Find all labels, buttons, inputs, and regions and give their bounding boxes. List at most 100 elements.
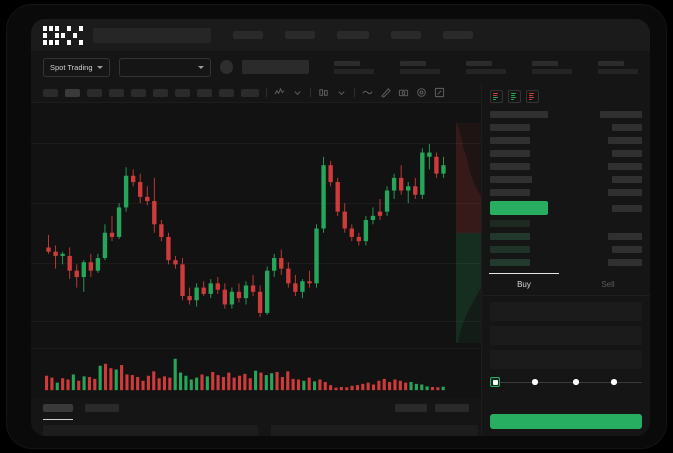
pair-name-placeholder[interactable] — [242, 60, 309, 74]
orderbook-rows[interactable] — [482, 108, 650, 269]
settings-icon[interactable] — [416, 87, 427, 98]
timeframe-button-2[interactable] — [87, 88, 102, 97]
market-stat — [598, 60, 638, 74]
bottom-content-block-0 — [43, 425, 258, 436]
orderbook-price — [490, 259, 530, 266]
timeframe-button-6[interactable] — [175, 88, 190, 97]
submit-order-button[interactable] — [490, 414, 642, 429]
nav-item-3[interactable] — [337, 31, 369, 39]
orderbook-bid-row[interactable] — [490, 243, 642, 256]
timeframe-button-0[interactable] — [43, 88, 58, 97]
current-price-highlight — [490, 201, 548, 215]
bottom-action-1[interactable] — [435, 404, 469, 412]
volume-series — [45, 358, 445, 391]
orderbook-amount — [612, 150, 642, 157]
bottom-tab-1[interactable] — [85, 404, 119, 412]
logo-cell — [43, 25, 47, 31]
chevron-down-icon[interactable] — [336, 87, 347, 98]
orderbook-ask-row[interactable] — [490, 121, 642, 134]
orderbook-bid-row[interactable] — [490, 230, 642, 243]
slider-stop[interactable] — [573, 379, 579, 385]
chart-gridline — [31, 321, 481, 322]
bottom-panel-tabs — [43, 404, 119, 421]
orderbook-price — [490, 189, 530, 196]
toolbar-divider — [354, 88, 355, 97]
candlestick-chart[interactable] — [31, 103, 509, 348]
chevron-down-icon[interactable] — [292, 87, 303, 98]
nav-item-5[interactable] — [443, 31, 473, 39]
camera-icon[interactable] — [398, 87, 409, 98]
nav-item-4[interactable] — [391, 31, 421, 39]
market-stat-value — [466, 68, 506, 74]
timeframe-button-5[interactable] — [153, 88, 168, 97]
orderbook-price — [490, 233, 530, 240]
bottom-action-0[interactable] — [395, 404, 427, 412]
market-stat — [400, 60, 440, 74]
global-search-input[interactable] — [93, 27, 211, 43]
drawing-tool-icon[interactable] — [380, 87, 391, 98]
indicators-icon[interactable] — [274, 87, 285, 98]
slider-stop[interactable] — [532, 379, 538, 385]
logo-cell — [73, 32, 77, 38]
candle-type-icon[interactable] — [318, 87, 329, 98]
orderbook-amount — [600, 111, 642, 118]
bottom-panel — [31, 398, 481, 436]
bottom-tab-0[interactable] — [43, 404, 73, 421]
order-side-tabs: Buy Sell — [482, 273, 650, 296]
logo-cell — [43, 39, 47, 45]
order-amount-slider[interactable] — [490, 377, 642, 387]
orderbook-ask-row[interactable] — [490, 147, 642, 160]
bottom-panel-actions — [395, 404, 469, 412]
okx-logo[interactable] — [43, 25, 83, 45]
orderbook-ask-row[interactable] — [490, 160, 642, 173]
nav-item-1[interactable] — [233, 31, 263, 39]
orderbook-both-icon[interactable] — [490, 90, 503, 103]
logo-cell — [79, 39, 83, 45]
order-input-1[interactable] — [490, 326, 642, 345]
market-stat-label — [334, 60, 360, 66]
timeframe-button-9[interactable] — [241, 88, 259, 97]
orderbook-price — [490, 220, 530, 227]
chart-gridline — [31, 143, 481, 144]
slider-stop[interactable] — [611, 379, 617, 385]
timeframe-button-8[interactable] — [219, 88, 234, 97]
top-navigation-bar — [31, 19, 650, 51]
slider-handle[interactable] — [490, 377, 500, 387]
bottom-content-block-1 — [271, 425, 478, 436]
logo-cell — [49, 39, 53, 45]
volume-histogram[interactable] — [31, 348, 481, 398]
market-stat-label — [400, 60, 426, 66]
candle-series — [46, 144, 446, 318]
trading-mode-selector[interactable]: Spot Trading — [43, 57, 110, 77]
order-tab-sell[interactable]: Sell — [601, 280, 615, 289]
orderbook-ask-row[interactable] — [490, 173, 642, 186]
orderbook-bids-icon[interactable] — [508, 90, 521, 103]
logo-cell — [67, 33, 71, 38]
trading-pair-selector[interactable] — [118, 57, 211, 77]
orderbook-asks-icon[interactable] — [526, 90, 539, 103]
toolbar-divider — [266, 88, 267, 97]
logo-cell — [61, 26, 65, 31]
order-tab-buy[interactable]: Buy — [482, 273, 566, 295]
nav-item-2[interactable] — [285, 31, 315, 39]
orderbook-bid-row[interactable] — [490, 256, 642, 269]
orderbook-ask-row[interactable] — [490, 134, 642, 147]
orderbook-price — [490, 124, 530, 131]
logo-cell — [43, 32, 47, 38]
orderbook-ask-row[interactable] — [490, 186, 642, 199]
order-input-0[interactable] — [490, 302, 642, 321]
timeframe-button-3[interactable] — [109, 88, 124, 97]
timeframe-button-4[interactable] — [131, 88, 146, 97]
orderbook-amount — [612, 246, 642, 253]
fullscreen-icon[interactable] — [434, 87, 445, 98]
orderbook-bid-row[interactable] — [490, 217, 642, 230]
orderbook-amount — [608, 137, 642, 144]
timeframe-button-7[interactable] — [197, 88, 212, 97]
order-panel: Buy Sell — [481, 83, 650, 436]
order-input-2[interactable] — [490, 350, 642, 369]
orderbook-ask-row[interactable] — [490, 108, 642, 121]
orderbook-amount — [608, 189, 642, 196]
timeframe-button-1[interactable] — [65, 88, 80, 97]
logo-cell — [73, 26, 77, 31]
line-chart-icon[interactable] — [362, 87, 373, 98]
